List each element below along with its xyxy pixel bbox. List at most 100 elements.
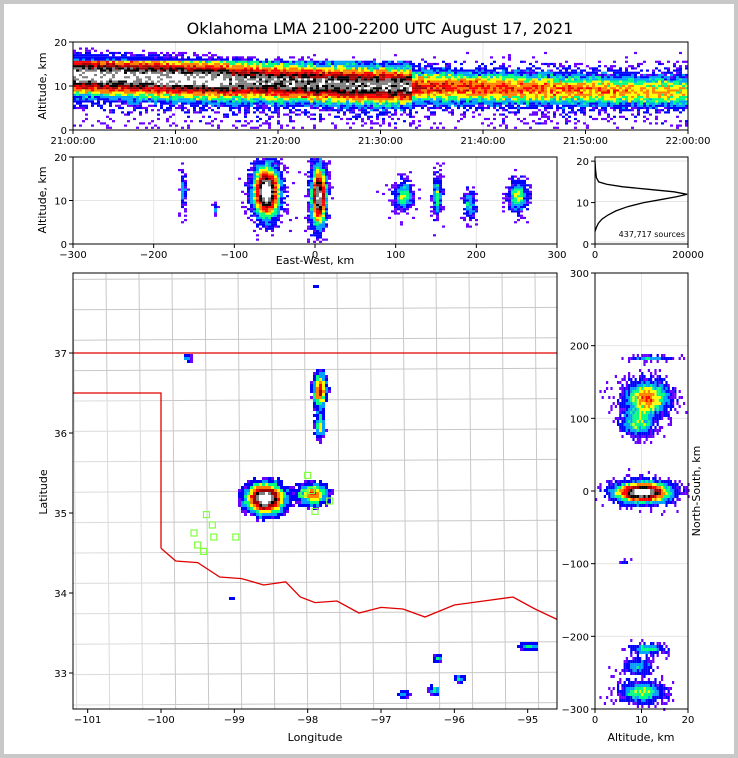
time-height-cell xyxy=(322,109,325,112)
time-height-cell xyxy=(292,82,295,85)
time-height-cell xyxy=(298,104,301,107)
time-height-cell xyxy=(424,80,427,83)
time-height-cell xyxy=(319,98,322,101)
time-height-cell xyxy=(460,67,463,70)
time-height-cell xyxy=(343,78,346,81)
time-height-cell xyxy=(262,98,265,101)
time-height-cell xyxy=(172,67,175,70)
time-height-cell xyxy=(100,71,103,74)
time-height-cell xyxy=(634,120,637,123)
time-height-cell xyxy=(307,80,310,83)
time-height-cell xyxy=(118,106,121,110)
time-height-cell xyxy=(283,113,286,116)
time-height-cell xyxy=(385,93,388,96)
time-height-cell xyxy=(616,69,619,72)
time-height-cell xyxy=(85,62,88,66)
time-height-cell xyxy=(586,102,589,105)
time-height-cell xyxy=(607,95,610,99)
time-height-cell xyxy=(550,80,553,83)
time-height-cell xyxy=(79,102,82,105)
time-height-cell xyxy=(133,60,136,63)
time-height-cell xyxy=(589,102,592,105)
time-height-cell xyxy=(565,122,568,125)
time-height-cell xyxy=(253,95,256,99)
time-height-cell xyxy=(100,58,103,61)
time-height-cell xyxy=(361,124,364,127)
time-height-cell xyxy=(571,80,574,83)
time-height-cell xyxy=(124,93,127,96)
time-height-cell xyxy=(631,106,634,110)
time-height-cell xyxy=(79,95,82,99)
time-height-cell xyxy=(658,100,661,103)
time-height-cell xyxy=(541,82,544,85)
time-height-cell xyxy=(304,93,307,96)
time-height-cell xyxy=(127,56,130,59)
time-height-cell xyxy=(205,98,208,101)
time-height-cell xyxy=(418,87,421,90)
time-height-cell xyxy=(352,93,355,96)
time-height-cell xyxy=(247,60,250,63)
time-height-cell xyxy=(208,100,211,103)
time-height-cell xyxy=(397,65,400,68)
time-height-cell xyxy=(250,84,253,88)
time-height-cell xyxy=(529,84,532,88)
time-height-cell xyxy=(100,95,103,99)
time-height-cell xyxy=(646,69,649,72)
time-height-cell xyxy=(262,89,265,92)
time-height-cell xyxy=(514,95,517,99)
time-height-cell xyxy=(502,117,505,121)
time-height-cell xyxy=(490,56,493,59)
time-height-cell xyxy=(238,67,241,70)
time-height-cell xyxy=(151,60,154,63)
time-height-cell xyxy=(595,78,598,81)
time-height-cell xyxy=(445,109,448,112)
time-height-cell xyxy=(145,76,148,79)
time-height-cell xyxy=(661,122,664,125)
time-height-cell xyxy=(634,71,637,74)
time-height-cell xyxy=(340,98,343,101)
time-height-cell xyxy=(154,87,157,90)
time-height-cell xyxy=(673,73,676,77)
time-height-cell xyxy=(421,80,424,83)
time-height-cell xyxy=(313,93,316,96)
time-height-cell xyxy=(454,82,457,85)
time-height-cell xyxy=(487,78,490,81)
time-height-cell xyxy=(628,98,631,101)
time-height-cell xyxy=(133,102,136,105)
time-height-cell xyxy=(493,93,496,96)
time-height-cell xyxy=(427,69,430,72)
time-height-cell xyxy=(418,84,421,88)
east-west-cell xyxy=(244,182,247,185)
time-height-cell xyxy=(187,109,190,112)
time-height-cell xyxy=(289,60,292,63)
time-height-cell xyxy=(316,104,319,107)
time-height-cell xyxy=(304,73,307,77)
time-height-cell xyxy=(640,102,643,105)
time-height-cell xyxy=(337,84,340,88)
time-height-cell xyxy=(382,67,385,70)
time-height-cell xyxy=(184,111,187,114)
time-height-cell xyxy=(415,100,418,103)
time-height-cell xyxy=(490,78,493,81)
time-height-cell xyxy=(73,58,76,61)
time-height-cell xyxy=(604,78,607,81)
time-height-cell xyxy=(253,82,256,85)
time-height-cell xyxy=(601,80,604,83)
time-height-cell xyxy=(454,95,457,99)
time-height-cell xyxy=(469,69,472,72)
time-height-cell xyxy=(499,76,502,79)
time-height-cell xyxy=(292,67,295,70)
time-height-cell xyxy=(94,78,97,81)
time-height-cell xyxy=(163,98,166,101)
time-height-cell xyxy=(148,100,151,103)
time-height-cell xyxy=(106,67,109,70)
time-height-cell xyxy=(265,120,268,123)
time-height-cell xyxy=(541,93,544,96)
time-height-cell xyxy=(292,98,295,101)
time-height-cell xyxy=(271,80,274,83)
time-height-cell xyxy=(544,80,547,83)
time-height-cell xyxy=(634,51,637,55)
time-height-cell xyxy=(352,109,355,112)
time-height-cell xyxy=(463,111,466,114)
time-height-cell xyxy=(298,109,301,112)
